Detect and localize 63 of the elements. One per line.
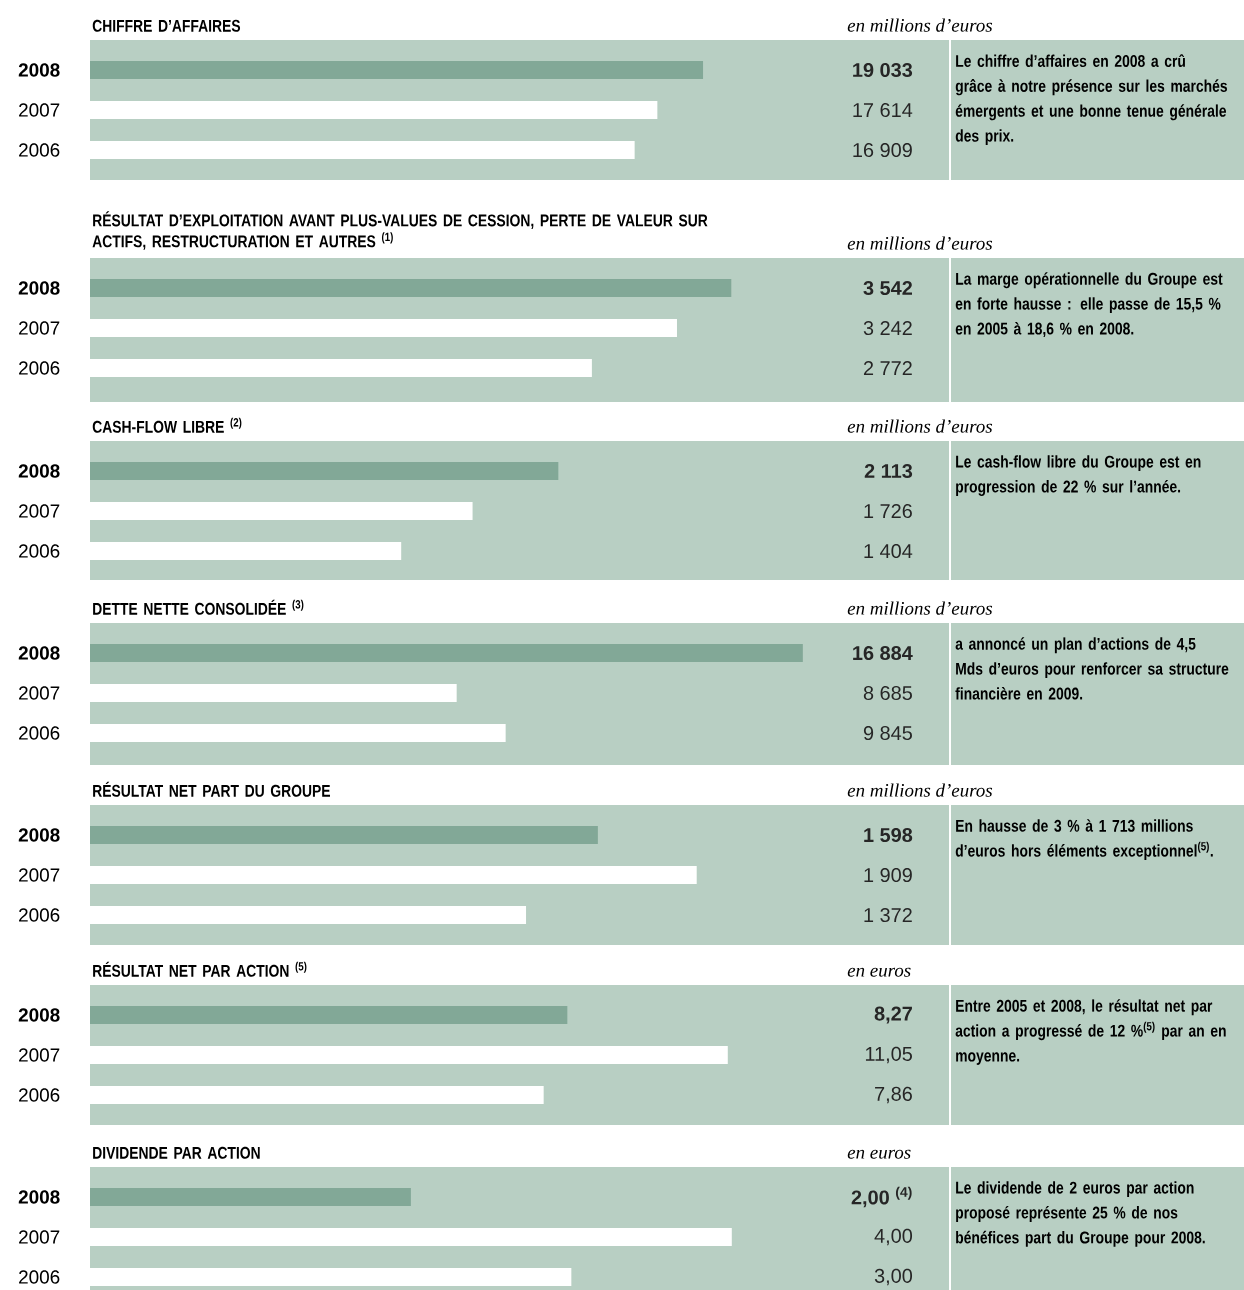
y-tick-label: 2006 [19, 143, 60, 157]
y-tick-label: 2006 [19, 1270, 60, 1284]
y-tick-label: 2008 [18, 1190, 60, 1204]
y-tick-label: 2008 [18, 646, 60, 660]
y-tick-label: 2008 [18, 828, 60, 842]
y-tick-label: 2007 [19, 686, 60, 700]
y-tick-label: 2007 [19, 504, 60, 518]
data-label: 17 614 [853, 102, 913, 118]
text: Entre 2005 et 2008, le résultat net par action a progressé de 12 %$^{(5)}$ par an en moyenne. [955, 999, 1226, 1065]
chart-subtitle: en millions d’euros [847, 18, 993, 32]
data-label: 2 772 [863, 361, 912, 375]
y-tick-label: 2008 [18, 1008, 60, 1022]
chart-subtitle: en euros [847, 1149, 911, 1159]
chart-subtitle: en euros [847, 967, 911, 977]
text: a annoncé un plan d’actions de 4,5 Mds d’euros pour renforcer sa structure financière en 2009. [955, 637, 1229, 700]
y-tick-label: 2008 [18, 281, 60, 295]
y-tick-label: 2006 [19, 908, 60, 922]
data-label: 16 884 [853, 645, 913, 661]
data-label: 1 372 [864, 907, 912, 923]
chart-title: RÉSULTAT NET PART DU GROUPE [93, 781, 330, 797]
y-tick-label: 2006 [19, 1088, 60, 1102]
text: Le chiffre d’affaires en 2008 a crû grâce à notre présence sur les marchés émergents et une bonne tenue générale des prix. [955, 54, 1227, 146]
data-label: 16 909 [853, 142, 912, 158]
y-tick-label: 2006 [19, 726, 60, 740]
data-label: 8 685 [863, 685, 912, 701]
data-label: 8,27 [874, 1006, 912, 1024]
data-label: 7,86 [875, 1086, 912, 1104]
y-tick-label: 2007 [19, 1048, 60, 1062]
text: La marge opérationnelle du Groupe est en forte hausse : elle passe de 15,5 % en 2005 à 18,6 % en 2008. [955, 272, 1223, 338]
y-tick-label: 2007 [19, 868, 60, 882]
data-label: 1 598 [864, 827, 913, 843]
data-label: 4,00 [874, 1228, 913, 1246]
y-tick-label: 2006 [19, 544, 60, 558]
chart-title: CASH-FLOW LIBRE $^{(2)}$ [92, 417, 242, 433]
y-tick-label: 2008 [18, 63, 60, 77]
chart-subtitle: en millions d’euros [847, 419, 993, 433]
y-tick-label: 2007 [19, 103, 60, 117]
y-tick-label: 2007 [19, 321, 60, 335]
data-label: 2,00 $^{(4)}$ [851, 1186, 912, 1208]
data-label: 3,00 [874, 1268, 913, 1286]
data-label: 11,05 [865, 1046, 912, 1064]
chart-subtitle: en millions d’euros [847, 601, 993, 615]
y-tick-label: 2006 [19, 361, 60, 375]
data-label: 9 845 [863, 725, 912, 741]
chart-title: CHIFFRE D’AFFAIRES [92, 19, 241, 32]
data-label: 19 033 [853, 62, 913, 78]
text: Le dividende de 2 euros par action proposé représente 25 % de nos bénéfices part du Groupe pour 2008. [956, 1181, 1205, 1247]
data-label: 2 113 [864, 463, 913, 479]
data-label: 1 726 [864, 503, 912, 519]
data-label: 3 542 [863, 280, 912, 296]
data-label: 1 909 [864, 867, 912, 883]
chart-title: DETTE NETTE CONSOLIDÉE $^{(3)}$ [93, 599, 304, 615]
chart-subtitle: en millions d’euros [847, 236, 993, 250]
chart-title: DIVIDENDE PAR ACTION [93, 1146, 260, 1159]
chart-title: RÉSULTAT NET PAR ACTION $^{(5)}$ [93, 961, 307, 977]
data-label: 1 404 [864, 543, 913, 559]
data-label: 3 242 [863, 320, 912, 336]
y-tick-label: 2008 [18, 464, 60, 478]
text: En hausse de 3 % à 1 713 millions d’euros hors éléments exceptionnel$^{(5)}$. [955, 819, 1213, 861]
y-tick-label: 2007 [19, 1230, 60, 1244]
text: Le cash-flow libre du Groupe est en progression de 22 % sur l’année. [956, 455, 1201, 496]
chart-subtitle: en millions d’euros [847, 783, 993, 797]
chart-title: RÉSULTAT D’EXPLOITATION AVANT PLUS-VALUES DE CESSION, PERTE DE VALEUR SUR ACTIFS, RESTRUCTURATION ET AUTRES $^{(1)}$ [92, 211, 708, 250]
